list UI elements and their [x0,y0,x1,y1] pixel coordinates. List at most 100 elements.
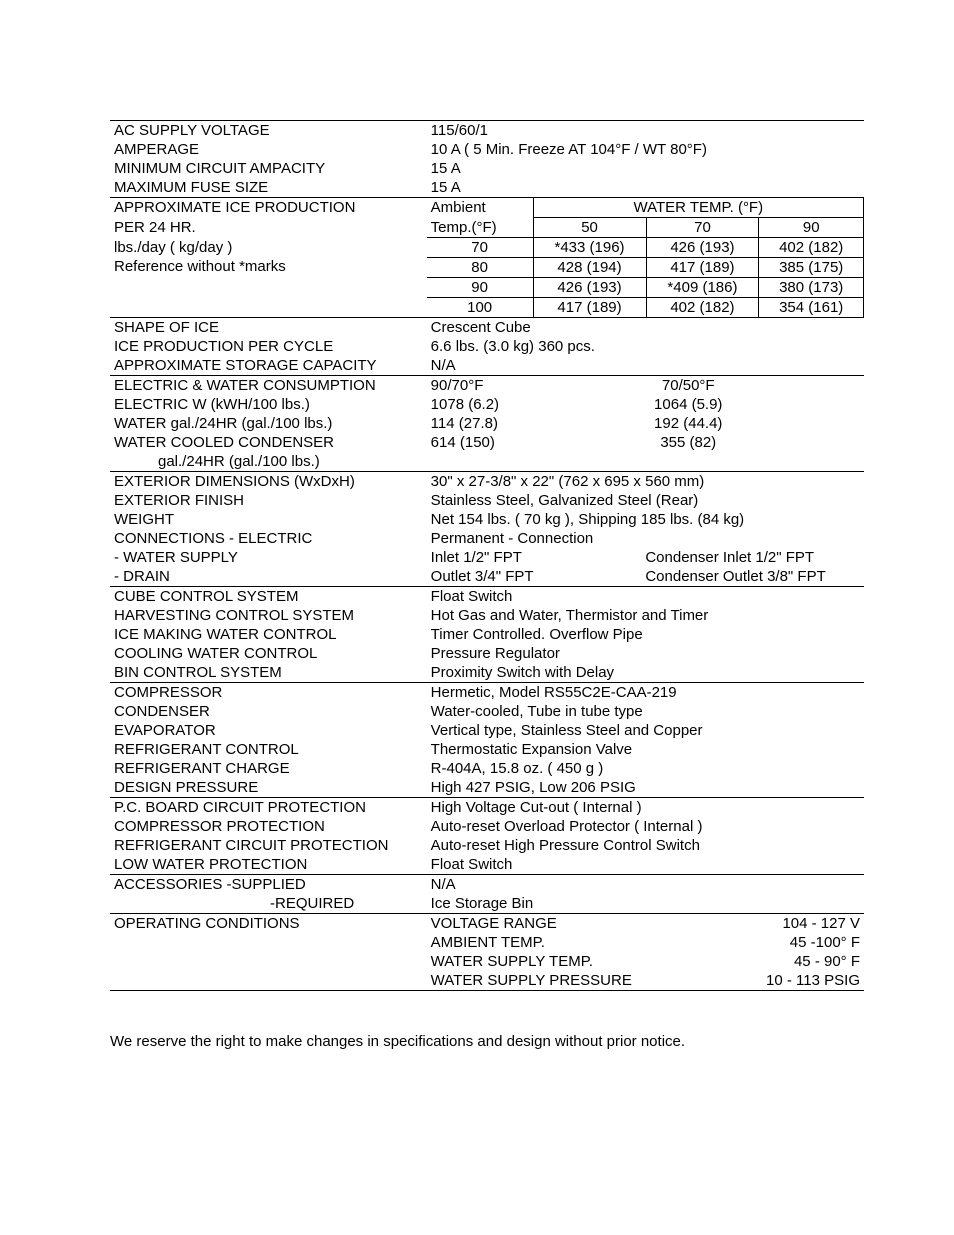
temp-cell: 90 [427,278,533,298]
data-cell: 380 (173) [759,278,864,298]
row-label: CONNECTIONS - ELECTRIC [110,529,427,548]
data-cell: 426 (193) [646,238,759,258]
row-label: ICE PRODUCTION PER CYCLE [110,337,427,356]
row-value: Proximity Switch with Delay [427,663,864,683]
footnote: We reserve the right to make changes in … [110,1033,864,1050]
row-value: Net 154 lbs. ( 70 kg ), Shipping 185 lbs… [427,510,864,529]
row-value: 30" x 27-3/8" x 22" (762 x 695 x 560 mm) [427,472,864,492]
row-label: REFRIGERANT CONTROL [110,740,427,759]
op-value: 104 - 127 V [782,915,860,932]
row-value: Permanent - Connection [427,529,864,548]
ewc-col2: 355 (82) [602,434,774,451]
data-cell: *433 (196) [533,238,646,258]
row-value: R-404A, 15.8 oz. ( 450 g ) [427,759,864,778]
row-value: Float Switch [427,855,864,875]
row-value: Thermostatic Expansion Valve [427,740,864,759]
row-label: - DRAIN [110,567,427,587]
row-label: WEIGHT [110,510,427,529]
op-value: 45 -100° F [790,934,860,951]
row-label: ELECTRIC & WATER CONSUMPTION [110,376,427,396]
ewc-col1: 614 (150) [431,434,603,451]
ewc-col1: 114 (27.8) [431,415,603,432]
row-label: P.C. BOARD CIRCUIT PROTECTION [110,798,427,818]
ewc-col2: 1064 (5.9) [602,396,774,413]
row-label: ACCESSORIES -SUPPLIED [110,875,427,895]
row-value: Pressure Regulator [427,644,864,663]
row-label: SHAPE OF ICE [110,318,427,338]
op-label: AMBIENT TEMP. [431,934,545,951]
water-hdr: WATER TEMP. (°F) [533,198,863,218]
ambient-hdr: Ambient [427,198,533,218]
op-label: WATER SUPPLY TEMP. [431,953,593,970]
row-value: N/A [427,875,864,895]
row-value: 6.6 lbs. (3.0 kg) 360 pcs. [427,337,864,356]
row-value: Water-cooled, Tube in tube type [427,702,864,721]
row-label: ICE MAKING WATER CONTROL [110,625,427,644]
data-cell: 426 (193) [533,278,646,298]
row-value: 15 A [427,159,864,178]
row-label: COOLING WATER CONTROL [110,644,427,663]
op-value: 10 - 113 PSIG [766,972,860,989]
data-cell: *409 (186) [646,278,759,298]
row-value: 15 A [427,178,864,198]
op-label: VOLTAGE RANGE [431,915,557,932]
row-value: Timer Controlled. Overflow Pipe [427,625,864,644]
conn-v2: Condenser Outlet 3/8" FPT [645,568,825,585]
row-value: High Voltage Cut-out ( Internal ) [427,798,864,818]
ewc-col1: 1078 (6.2) [431,396,603,413]
conn-v2: Condenser Inlet 1/2" FPT [645,549,814,566]
row-label: AMPERAGE [110,140,427,159]
col-hdr: 70 [646,218,759,238]
temp-cell: 70 [427,238,533,258]
temp-cell: 100 [427,298,533,318]
row-value: Crescent Cube [427,318,864,338]
row-value: Vertical type, Stainless Steel and Coppe… [427,721,864,740]
row-label: APPROXIMATE STORAGE CAPACITY [110,356,427,376]
row-value: Hermetic, Model RS55C2E-CAA-219 [427,683,864,703]
row-label: MINIMUM CIRCUIT AMPACITY [110,159,427,178]
row-value: Auto-reset High Pressure Control Switch [427,836,864,855]
row-value: 10 A ( 5 Min. Freeze AT 104°F / WT 80°F) [427,140,864,159]
row-value: Float Switch [427,587,864,607]
row-label: OPERATING CONDITIONS [110,914,427,934]
row-value: Ice Storage Bin [427,894,864,914]
data-cell: 428 (194) [533,258,646,278]
production-table: Ambient WATER TEMP. (°F) Temp.(°F) 50 70… [427,198,864,317]
row-value: Auto-reset Overload Protector ( Internal… [427,817,864,836]
row-label: COMPRESSOR PROTECTION [110,817,427,836]
row-label: EXTERIOR DIMENSIONS (WxDxH) [110,472,427,492]
row-value: N/A [427,356,864,376]
data-cell: 402 (182) [759,238,864,258]
ewc-col1: 90/70°F [431,377,603,394]
row-label: DESIGN PRESSURE [110,778,427,798]
row-label: REFRIGERANT CHARGE [110,759,427,778]
data-cell: 402 (182) [646,298,759,318]
row-label: EXTERIOR FINISH [110,491,427,510]
row-label: ELECTRIC W (kWH/100 lbs.) [110,395,427,414]
ewc-col2: 192 (44.4) [602,415,774,432]
row-value: Hot Gas and Water, Thermistor and Timer [427,606,864,625]
row-label: - WATER SUPPLY [110,548,427,567]
row-value: 115/60/1 [427,121,864,141]
row-label: HARVESTING CONTROL SYSTEM [110,606,427,625]
row-label: AC SUPPLY VOLTAGE [110,121,427,141]
row-label: CUBE CONTROL SYSTEM [110,587,427,607]
row-label: WATER gal./24HR (gal./100 lbs.) [110,414,427,433]
data-cell: 417 (189) [646,258,759,278]
data-cell: 417 (189) [533,298,646,318]
ewc-col2: 70/50°F [602,377,774,394]
col-hdr: 90 [759,218,864,238]
row-label: COMPRESSOR [110,683,427,703]
temp-hdr: Temp.(°F) [427,218,533,238]
row-label: MAXIMUM FUSE SIZE [110,178,427,198]
row-label: EVAPORATOR [110,721,427,740]
op-value: 45 - 90° F [794,953,860,970]
temp-cell: 80 [427,258,533,278]
data-cell: 354 (161) [759,298,864,318]
op-label: WATER SUPPLY PRESSURE [431,972,632,989]
row-label: PER 24 HR. [110,218,427,238]
row-label: APPROXIMATE ICE PRODUCTION [110,198,427,218]
row-value: Stainless Steel, Galvanized Steel (Rear) [427,491,864,510]
row-label: -REQUIRED [110,894,427,914]
row-label: BIN CONTROL SYSTEM [110,663,427,683]
